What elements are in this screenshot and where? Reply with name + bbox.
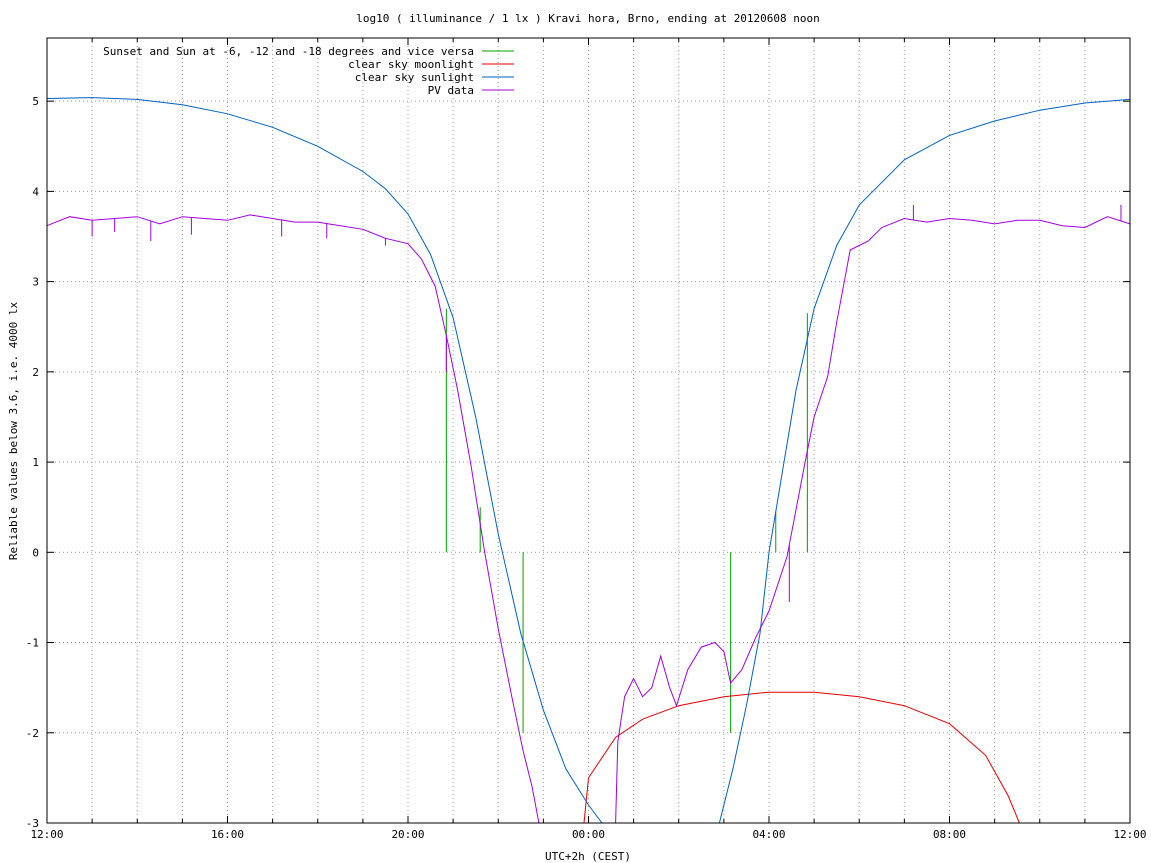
x-tick-label: 00:00: [572, 828, 605, 841]
plot-area: [46, 97, 1131, 824]
series-line: [46, 214, 1131, 824]
y-tick-label: 0: [32, 546, 39, 559]
x-tick-label: 12:00: [1113, 828, 1146, 841]
y-tick-label: 4: [32, 185, 39, 198]
x-tick-label: 16:00: [211, 828, 244, 841]
y-tick-label: 5: [32, 95, 39, 108]
y-tick-label: -2: [26, 727, 39, 740]
x-tick-label: 08:00: [933, 828, 966, 841]
x-axis-label: UTC+2h (CEST): [545, 850, 631, 863]
legend-label: Sunset and Sun at -6, -12 and -18 degree…: [103, 45, 474, 58]
y-tick-label: 2: [32, 366, 39, 379]
chart-title: log10 ( illuminance / 1 lx ) Kravi hora,…: [356, 12, 820, 25]
legend: Sunset and Sun at -6, -12 and -18 degree…: [103, 45, 514, 97]
y-tick-label: 1: [32, 456, 39, 469]
y-tick-label: -3: [26, 817, 39, 830]
series-line: [46, 97, 1131, 824]
axes: -3 -2 -1 0 1 2 3 4 5 12:00 16:00 20:00 00:00 04:00 08:…: [26, 37, 1147, 841]
legend-label: clear sky moonlight: [348, 58, 474, 71]
grid: [47, 38, 1130, 823]
y-axis-label: Reliable values below 3.6, i.e. 4000 lx: [7, 301, 20, 560]
y-tick-label: 3: [32, 276, 39, 289]
x-tick-label: 04:00: [752, 828, 785, 841]
legend-label: PV data: [428, 84, 474, 97]
legend-label: clear sky sunlight: [355, 71, 474, 84]
x-tick-label: 20:00: [391, 828, 424, 841]
series-line: [583, 691, 1020, 824]
y-tick-label: -1: [26, 637, 39, 650]
x-tick-label: 12:00: [30, 828, 63, 841]
